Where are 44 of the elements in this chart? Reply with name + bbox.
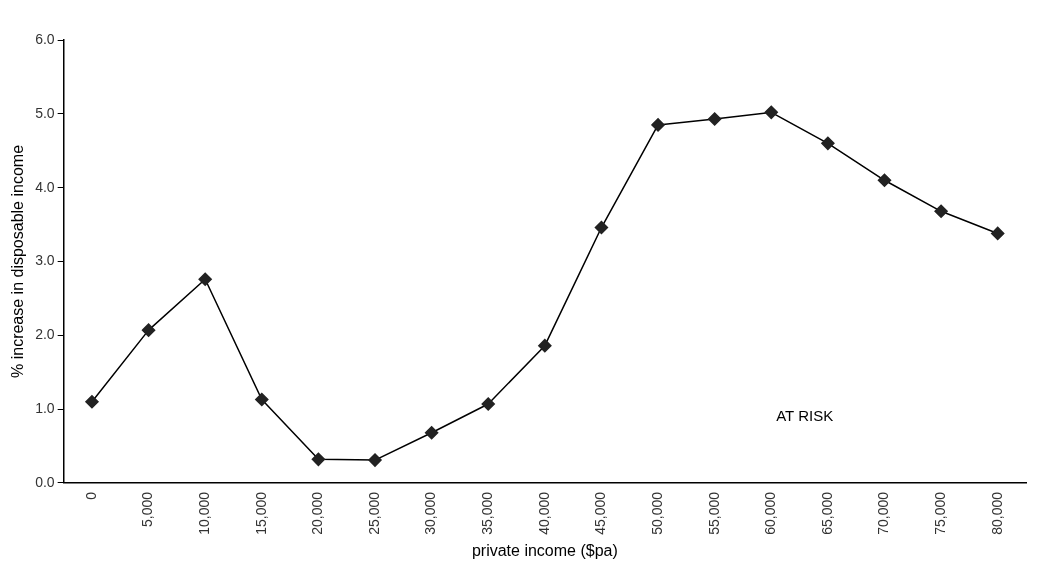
point: [707, 112, 722, 126]
x-tick-label: 50,000: [648, 491, 665, 535]
x-tick-label: 0: [82, 491, 99, 500]
point: [990, 226, 1005, 241]
y-tick-label: 6.0: [35, 30, 55, 47]
y-tick-label: 5.0: [35, 104, 55, 121]
point: [934, 204, 948, 219]
point: [481, 397, 495, 411]
point: [821, 136, 835, 151]
x-tick-label: 30,000: [422, 491, 439, 535]
y-tick-label: 3.0: [35, 252, 55, 269]
point: [311, 452, 326, 467]
point: [877, 173, 892, 188]
x-tick-label: 60,000: [762, 491, 779, 535]
x-tick-label: 80,000: [988, 491, 1005, 535]
y-tick-label: 2.0: [35, 326, 55, 343]
x-tick-label: 20,000: [309, 491, 326, 535]
point: [594, 220, 609, 235]
point: [764, 105, 779, 120]
y-tick-label: 4.0: [35, 178, 55, 195]
x-tick-label: 15,000: [252, 491, 269, 535]
x-tick-label: 40,000: [535, 491, 552, 535]
point: [368, 453, 382, 467]
x-tick-label: 5,000: [139, 491, 156, 528]
point: [198, 272, 212, 286]
y-tick-label: 1.0: [35, 400, 55, 417]
x-axis-title: private income ($pa): [471, 541, 618, 559]
x-tick-label: 35,000: [479, 491, 496, 535]
y-axis-title: % increase in disposable income: [9, 144, 27, 378]
point: [538, 338, 552, 353]
x-tick-label: 10,000: [196, 491, 213, 535]
point: [85, 395, 99, 409]
x-tick-label: 55,000: [705, 491, 722, 535]
y-tick-label: 0.0: [35, 473, 55, 490]
x-tick-label: 65,000: [818, 491, 835, 535]
point: [141, 323, 156, 337]
x-tick-label: 70,000: [875, 491, 892, 535]
point: [651, 118, 665, 132]
x-tick-label: 75,000: [931, 491, 948, 535]
point: [255, 392, 269, 407]
x-tick-label: 25,000: [365, 491, 382, 535]
x-tick-label: 45,000: [592, 491, 609, 535]
point: [424, 426, 439, 440]
annotation: AT RISK: [776, 406, 834, 424]
